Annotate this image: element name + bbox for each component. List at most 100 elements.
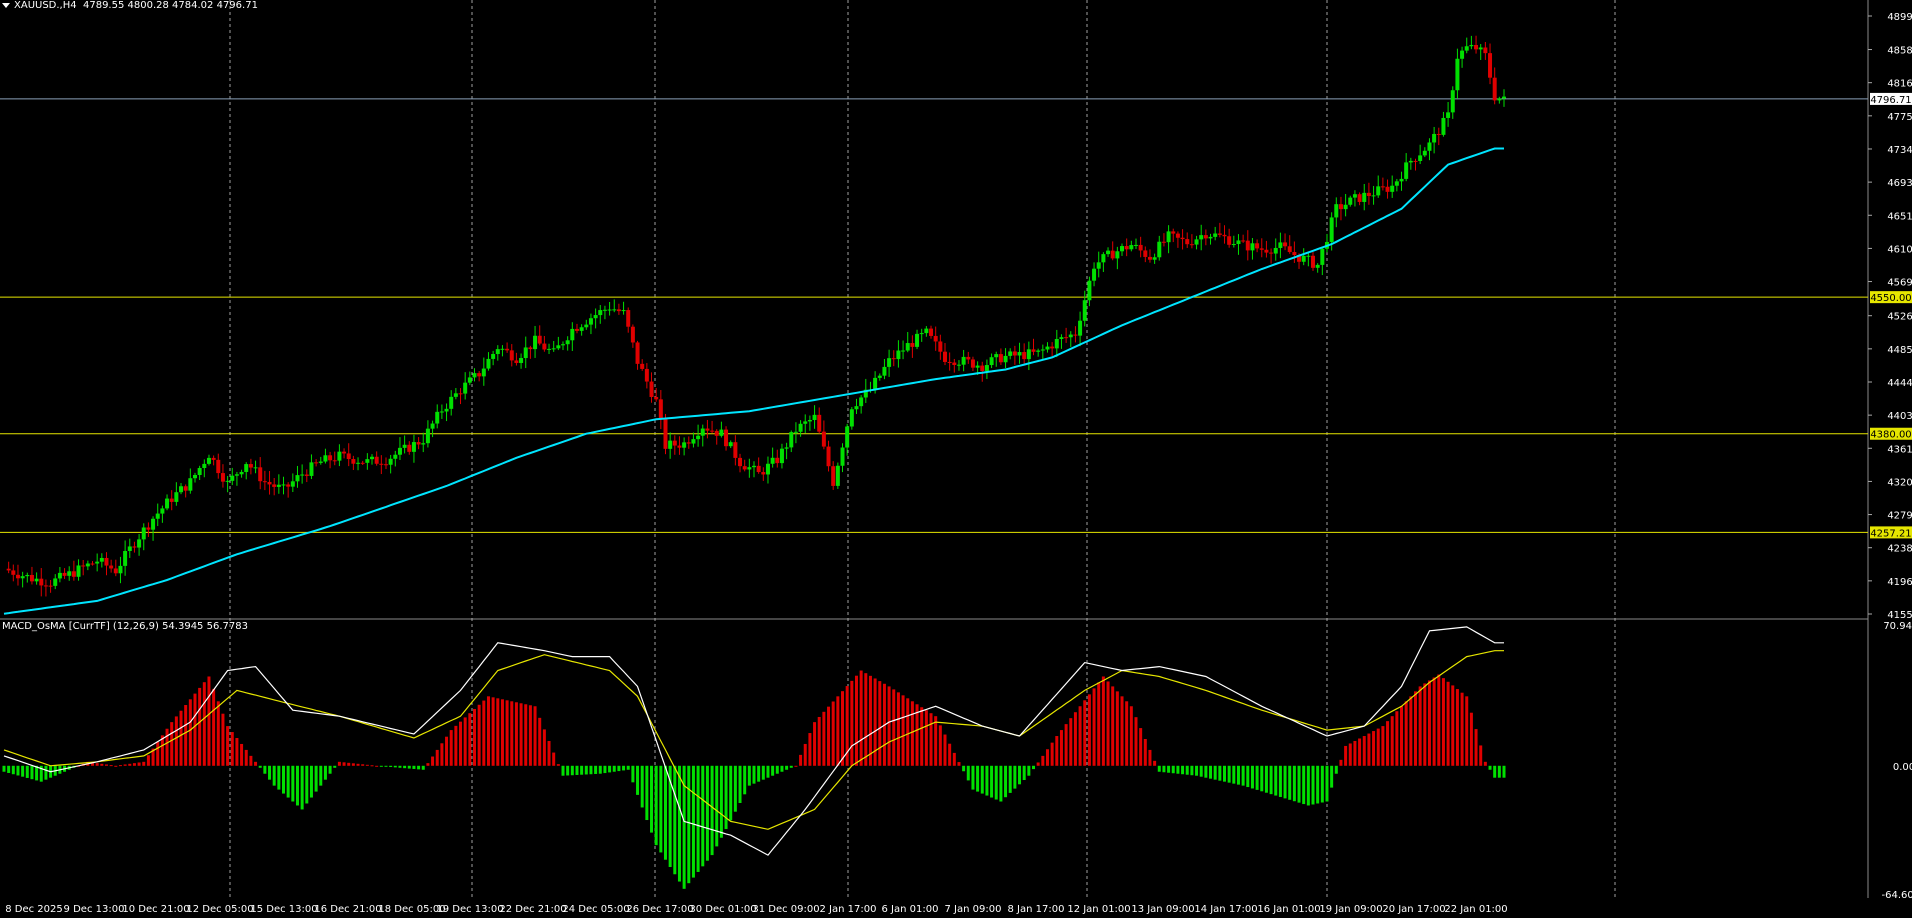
- histogram-bar: [151, 748, 155, 766]
- bear-candle: [109, 565, 114, 569]
- bull-candle: [1194, 239, 1199, 245]
- osc-tick-label: 0.00: [1893, 762, 1912, 773]
- bull-candle: [1441, 117, 1446, 135]
- histogram-bar: [295, 765, 299, 806]
- histogram-bar: [393, 765, 397, 768]
- bear-candle: [761, 472, 766, 475]
- bull-candle: [388, 458, 393, 465]
- bull-candle: [295, 475, 300, 482]
- histogram-bar: [1013, 765, 1017, 789]
- bull-candle: [495, 349, 500, 355]
- x-tick-label: 24 Dec 05:00: [562, 904, 629, 915]
- histogram-bar: [1255, 765, 1259, 790]
- histogram-bar: [361, 764, 365, 766]
- bull-candle: [239, 471, 244, 475]
- histogram-bar: [1004, 765, 1008, 798]
- bull-candle: [118, 565, 123, 574]
- histogram-bar: [1199, 765, 1203, 777]
- histogram-bar: [300, 765, 304, 810]
- histogram-bar: [985, 765, 989, 796]
- histogram-bar: [533, 706, 537, 766]
- histogram-bar: [976, 765, 980, 792]
- bear-candle: [738, 457, 743, 467]
- histogram-bar: [957, 762, 961, 766]
- bear-candle: [48, 585, 53, 587]
- y-tick-label: 4651.90: [1887, 211, 1912, 222]
- histogram-bar: [1432, 677, 1436, 766]
- histogram-bar: [612, 765, 616, 772]
- histogram-bar: [1260, 765, 1264, 792]
- histogram-bar: [794, 765, 798, 767]
- histogram-bar: [1036, 762, 1040, 766]
- histogram-bar: [226, 726, 230, 766]
- histogram-bar: [789, 765, 793, 768]
- bear-candle: [62, 572, 67, 576]
- histogram-bar: [952, 752, 956, 766]
- bear-candle: [1171, 231, 1176, 234]
- chart-title: XAUUSD.,H4 4789.55 4800.28 4784.02 4796.…: [2, 0, 258, 11]
- histogram-bar: [1437, 674, 1441, 766]
- histogram-bar: [403, 765, 407, 769]
- bear-candle: [891, 358, 896, 360]
- bull-candle: [1036, 350, 1041, 352]
- histogram-bar: [850, 680, 854, 766]
- bull-candle: [863, 389, 868, 398]
- bull-candle: [1418, 155, 1423, 161]
- bear-candle: [1203, 235, 1208, 239]
- y-tick-label: 4693.15: [1887, 178, 1912, 189]
- histogram-bar: [1125, 701, 1129, 766]
- bull-candle: [234, 474, 239, 476]
- bear-candle: [1227, 236, 1232, 245]
- histogram-bar: [44, 765, 48, 780]
- histogram-bar: [915, 704, 919, 766]
- histogram-bar: [924, 710, 928, 766]
- bear-candle: [383, 464, 388, 466]
- histogram-bar: [370, 765, 374, 767]
- x-tick-label: 12 Jan 01:00: [1067, 904, 1130, 915]
- histogram-bar: [1446, 681, 1450, 766]
- histogram-bar: [1311, 765, 1315, 805]
- histogram-bar: [1050, 742, 1054, 766]
- histogram-bar: [757, 765, 761, 782]
- bull-candle: [547, 348, 552, 350]
- bear-candle: [113, 568, 118, 574]
- x-tick-label: 16 Jan 01:00: [1257, 904, 1320, 915]
- bear-candle: [15, 574, 20, 579]
- x-tick-label: 9 Dec 13:00: [64, 904, 125, 915]
- y-tick-label: 4734.40: [1887, 145, 1912, 156]
- histogram-bar: [165, 728, 169, 766]
- bear-candle: [616, 309, 621, 312]
- bull-candle: [1278, 242, 1283, 248]
- bear-candle: [211, 457, 216, 460]
- bear-candle: [1338, 204, 1343, 210]
- x-tick-label: 26 Dec 17:00: [626, 904, 693, 915]
- histogram-bar: [822, 711, 826, 766]
- bear-candle: [644, 368, 649, 382]
- histogram-bar: [1381, 726, 1385, 766]
- histogram-bar: [123, 764, 127, 766]
- collapse-triangle-icon[interactable]: [2, 2, 10, 8]
- histogram-bar: [114, 765, 118, 767]
- bull-candle: [579, 327, 584, 331]
- bear-candle: [672, 440, 677, 446]
- histogram-bar: [1032, 765, 1036, 770]
- bull-candle: [877, 375, 882, 378]
- histogram-bar: [1027, 765, 1031, 776]
- histogram-bar: [668, 765, 672, 867]
- bear-candle: [374, 456, 379, 464]
- bear-candle: [505, 348, 510, 351]
- histogram-bar: [1418, 686, 1422, 766]
- histogram-bar: [1171, 765, 1175, 774]
- histogram-bar: [454, 725, 458, 766]
- bear-candle: [328, 455, 333, 461]
- histogram-bar: [21, 765, 25, 777]
- histogram-bar: [1153, 760, 1157, 766]
- bear-candle: [826, 446, 831, 467]
- bull-candle: [1460, 50, 1465, 59]
- histogram-bar: [198, 687, 202, 766]
- histogram-bar: [1395, 711, 1399, 766]
- bear-candle: [1245, 240, 1250, 251]
- bear-candle: [942, 351, 947, 362]
- histogram-bar: [1493, 765, 1497, 778]
